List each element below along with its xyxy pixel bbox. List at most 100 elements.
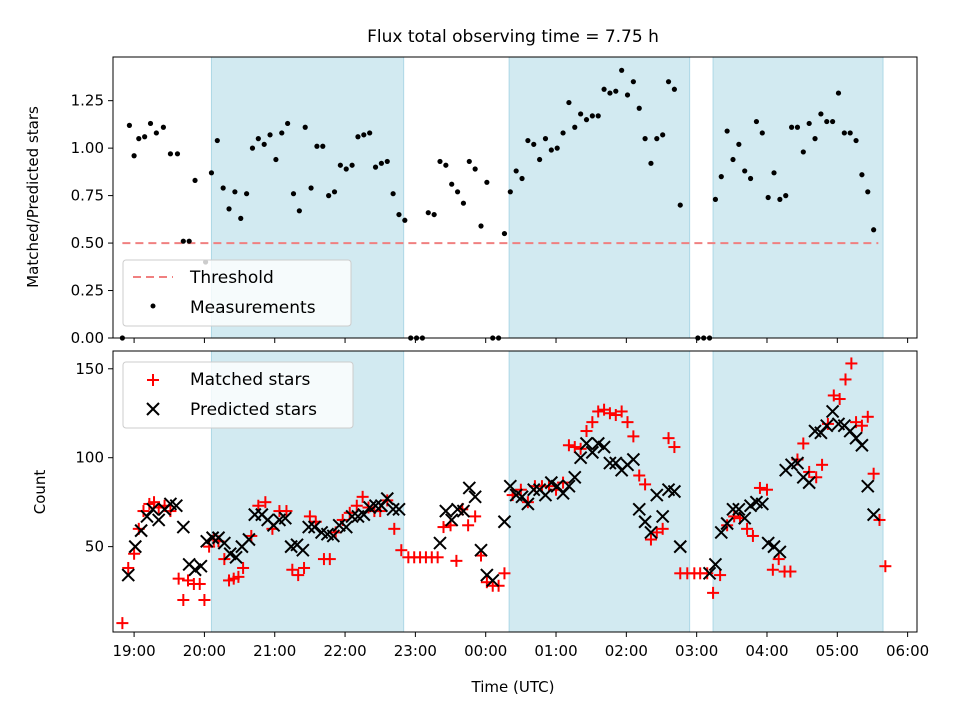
measurement-point <box>390 191 396 197</box>
predicted-star-stroke-b <box>445 513 459 527</box>
predicted-star-point <box>597 440 611 454</box>
predicted-star-point <box>527 483 541 497</box>
measurement-point <box>542 136 549 142</box>
matched-star-point <box>728 510 741 523</box>
matched-star-point <box>668 441 681 454</box>
predicted-star-point <box>445 513 459 527</box>
matched-star-point <box>323 553 336 566</box>
predicted-star-point <box>720 516 734 531</box>
top-y-tick-label: 0.75 <box>71 187 104 205</box>
predicted-star-stroke-b <box>591 436 605 451</box>
measurement-point <box>537 156 543 163</box>
measurement-point <box>665 79 672 85</box>
predicted-star-point <box>790 456 805 470</box>
matched-star-point <box>839 373 852 386</box>
legend-measurements-swatch <box>150 303 156 309</box>
matched-star-point <box>627 430 640 443</box>
predicted-star-stroke-b <box>439 504 453 518</box>
matched-star-point <box>753 481 766 494</box>
measurement-point <box>871 227 877 233</box>
matched-star-point <box>450 554 463 567</box>
predicted-star-point <box>825 404 840 419</box>
x-tick-label: 05:00 <box>816 642 859 660</box>
predicted-star-stroke-b <box>820 418 834 433</box>
predicted-star-point <box>468 490 482 504</box>
legend-threshold-label: Threshold <box>189 268 274 288</box>
predicted-star-stroke-b <box>433 536 447 550</box>
predicted-star-stroke-b <box>242 532 256 547</box>
matched-star-point <box>766 563 779 576</box>
predicted-star-point <box>738 511 752 525</box>
predicted-star-point <box>755 497 770 511</box>
measurement-point <box>613 88 619 94</box>
measurement-point <box>830 118 836 125</box>
measurement-point <box>244 191 250 197</box>
measurement-point <box>308 185 314 191</box>
shaded-interval-3 <box>712 350 884 633</box>
predicted-star-point <box>497 515 512 529</box>
matched-star-point <box>292 569 305 582</box>
measurement-point <box>619 67 625 73</box>
measurement-point <box>794 124 801 130</box>
predicted-star-stroke-b <box>368 499 383 513</box>
measurement-point <box>174 151 181 157</box>
predicted-star-point <box>307 520 322 534</box>
predicted-star-stroke-b <box>866 507 881 522</box>
predicted-star-point <box>121 568 135 582</box>
predicted-star-point <box>562 479 576 493</box>
predicted-star-stroke-b <box>314 525 329 540</box>
measurement-point <box>660 132 666 138</box>
measurement-point <box>131 153 137 159</box>
matched-star-point <box>784 565 797 578</box>
bottom-y-tick-label: 50 <box>85 538 104 556</box>
matched-star-point <box>633 469 646 482</box>
predicted-star-stroke-b <box>655 509 670 524</box>
predicted-star-stroke-b <box>755 497 770 511</box>
predicted-star-point <box>392 502 406 516</box>
predicted-star-stroke-b <box>773 545 787 559</box>
matched-star-point <box>469 510 482 523</box>
predicted-star-stroke-b <box>217 536 232 550</box>
legend-matched-swatch <box>147 374 159 386</box>
matched-star-point <box>879 560 892 573</box>
predicted-star-stroke-b <box>169 499 183 513</box>
count-points <box>116 357 892 630</box>
predicted-star-point <box>486 573 500 588</box>
predicted-star-point <box>855 438 869 452</box>
measurement-point <box>192 177 198 184</box>
matched-star-point <box>431 551 444 564</box>
predicted-star-point <box>386 502 400 516</box>
measurement-point <box>320 143 326 149</box>
predicted-star-stroke-b <box>194 559 208 573</box>
predicted-star-point <box>134 523 148 538</box>
x-tick-label: 03:00 <box>675 642 718 660</box>
predicted-star-stroke-b <box>603 456 617 470</box>
measurement-point <box>302 124 308 130</box>
measurement-point <box>331 189 338 195</box>
measurement-point <box>718 174 724 180</box>
predicted-star-stroke-b <box>392 502 406 516</box>
x-tick-label: 00:00 <box>464 642 507 660</box>
measurement-point <box>396 211 402 218</box>
measurement-point <box>788 124 795 130</box>
bottom-y-tick-label: 100 <box>75 449 104 467</box>
predicted-star-point <box>866 507 881 522</box>
predicted-star-stroke-b <box>152 513 166 527</box>
predicted-star-stroke-b <box>205 531 220 545</box>
measurement-point <box>572 124 578 130</box>
predicted-star-stroke-b <box>579 436 594 451</box>
predicted-star-point <box>861 479 875 493</box>
predicted-star-point <box>521 497 535 511</box>
measurement-point <box>232 189 238 195</box>
predicted-star-stroke-b <box>702 566 717 581</box>
predicted-star-stroke-b <box>503 479 518 493</box>
predicted-star-point <box>726 502 740 516</box>
predicted-star-stroke-b <box>585 445 600 460</box>
matched-star-point <box>772 553 785 566</box>
measurement-point <box>531 141 537 147</box>
measurement-point <box>583 117 590 123</box>
predicted-star-point <box>326 529 341 543</box>
predicted-star-stroke-b <box>626 452 641 467</box>
measurement-point <box>677 202 683 208</box>
predicted-star-stroke-b <box>146 502 160 516</box>
